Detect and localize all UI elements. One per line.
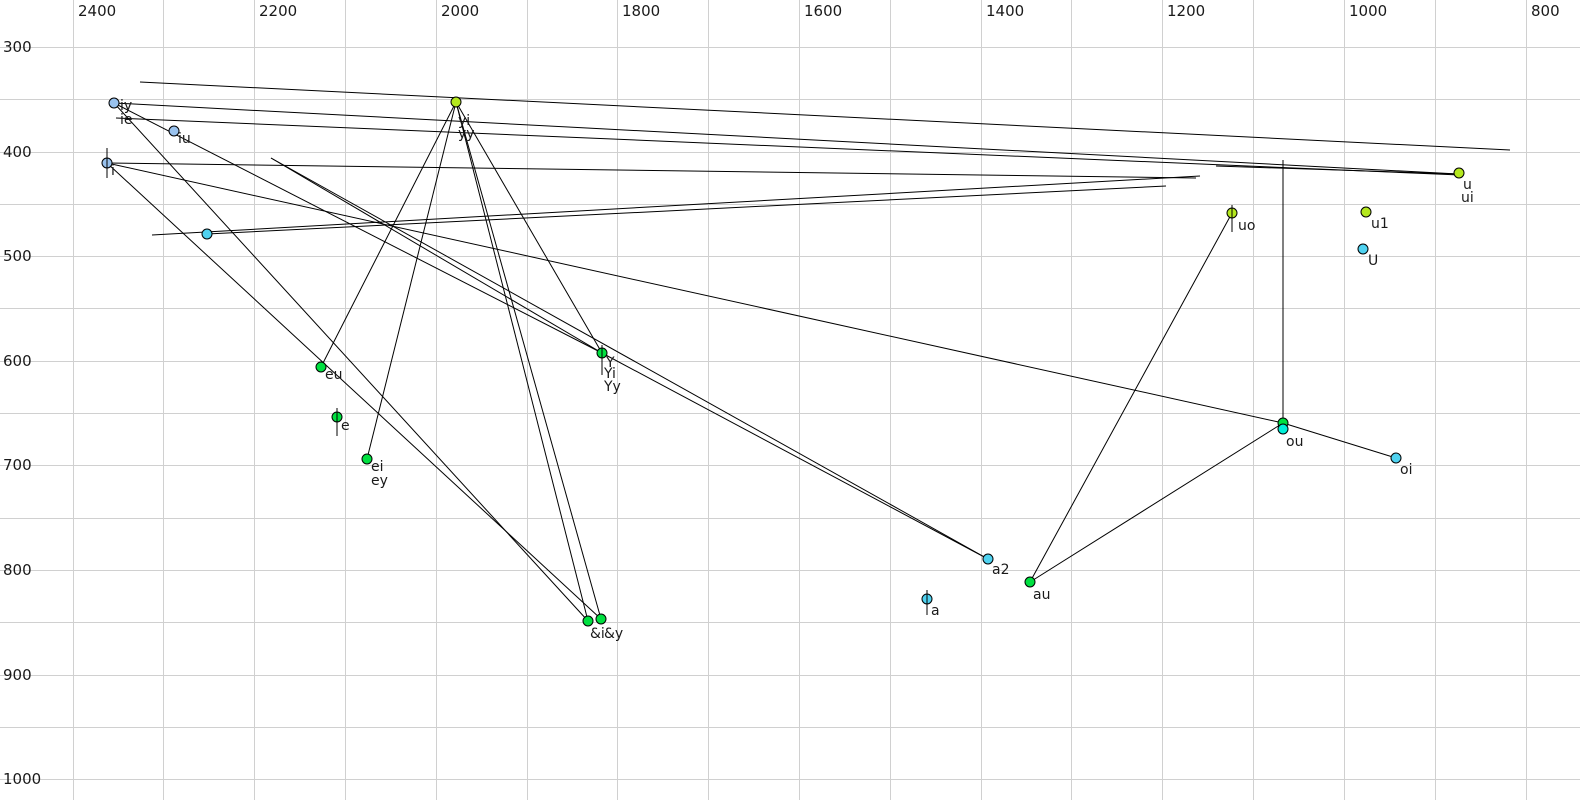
point-label-au: au xyxy=(1033,587,1051,603)
trajectory-layer xyxy=(106,81,1511,622)
point-label-Yy: Yy xyxy=(604,379,621,395)
point-label-a2: a2 xyxy=(992,562,1010,578)
point-label-&i: &i xyxy=(590,626,605,642)
point-label-eu: eu xyxy=(325,367,343,383)
point-label-iy: iy xyxy=(120,98,133,114)
data-point-U[interactable] xyxy=(1357,243,1369,255)
y-tick-label-600: 600 xyxy=(3,352,32,370)
data-point-a2[interactable] xyxy=(982,553,994,565)
trajectory-u-in xyxy=(1215,165,1459,175)
x-tick-label-2000: 2000 xyxy=(441,2,480,20)
point-label-U: U xyxy=(1368,253,1379,269)
x-tick-label-1000: 1000 xyxy=(1349,2,1388,20)
marker-layer xyxy=(101,96,1465,627)
trajectory-iy-long xyxy=(113,102,1459,175)
trajectory-long-diag xyxy=(270,157,989,560)
point-label-u1: u1 xyxy=(1371,216,1389,232)
trajectory-ie-long xyxy=(115,117,1461,176)
point-label-yi: yi xyxy=(458,113,471,129)
data-point-oi[interactable] xyxy=(1390,452,1402,464)
trajectory-a2-in xyxy=(601,352,989,560)
y-tick-label-900: 900 xyxy=(3,666,32,684)
data-point-ei[interactable] xyxy=(361,453,373,465)
x-tick-label-2200: 2200 xyxy=(259,2,298,20)
trajectory-y-down-1 xyxy=(455,101,589,622)
point-label-Y: Y xyxy=(606,355,615,371)
point-label-iu: iu xyxy=(178,131,191,147)
trajectory-i-to-&y xyxy=(106,162,602,620)
trajectory-y-to-Y xyxy=(455,101,603,354)
trajectory-top-long xyxy=(139,81,1511,151)
point-label-i: i xyxy=(111,163,115,179)
x-tick-label-1800: 1800 xyxy=(622,2,661,20)
point-label-&y: &y xyxy=(604,626,624,642)
data-point-iy[interactable] xyxy=(108,97,120,109)
trajectory-y-down-3 xyxy=(366,101,457,460)
trajectory-diag-mid xyxy=(270,157,603,354)
point-label-u: u xyxy=(1463,177,1472,193)
point-label-ou: ou xyxy=(1286,434,1304,450)
point-label-oi: oi xyxy=(1400,462,1413,478)
x-tick-label-1600: 1600 xyxy=(804,2,843,20)
trajectory-ou-to-oi xyxy=(1282,422,1397,459)
trajectory-y2-right xyxy=(206,185,1167,235)
x-tick-label-2400: 2400 xyxy=(78,2,117,20)
point-label-uo: uo xyxy=(1238,218,1256,234)
y-tick-label-1000: 1000 xyxy=(3,770,42,788)
trajectory-uo-to-au xyxy=(1029,212,1233,583)
point-label-ei: ei xyxy=(371,459,384,475)
point-label-yy: yy xyxy=(458,126,475,142)
data-point-u[interactable] xyxy=(1453,167,1465,179)
x-tick-label-800: 800 xyxy=(1531,2,1560,20)
trajectory-i-to-far xyxy=(106,162,1197,179)
x-tick-label-1200: 1200 xyxy=(1167,2,1206,20)
data-point-iu[interactable] xyxy=(168,125,180,137)
y-tick-label-500: 500 xyxy=(3,247,32,265)
point-label-ie: ie xyxy=(120,112,133,128)
trajectory-iy-to-Y xyxy=(113,102,603,354)
trajectory-au-to-ou xyxy=(1029,422,1284,583)
trajectory-eu-up xyxy=(320,101,457,368)
data-point-y-top[interactable] xyxy=(450,96,462,108)
point-label-ey: ey xyxy=(371,473,388,489)
trajectory-mid-line1 xyxy=(151,175,1201,236)
data-point-au[interactable] xyxy=(1024,576,1036,588)
trajectory-y-down-2 xyxy=(455,101,602,620)
trajectory-i-to-ou xyxy=(106,162,1284,424)
data-point-y2[interactable] xyxy=(201,228,213,240)
data-point-eu[interactable] xyxy=(315,361,327,373)
data-point-u1[interactable] xyxy=(1360,206,1372,218)
y-tick-label-300: 300 xyxy=(3,38,32,56)
y-tick-label-700: 700 xyxy=(3,456,32,474)
point-label-Yi: Yi xyxy=(604,366,616,382)
data-point-o[interactable] xyxy=(1277,423,1289,435)
y-tick-label-400: 400 xyxy=(3,143,32,161)
data-point-&i[interactable] xyxy=(582,615,594,627)
y-tick-label-800: 800 xyxy=(3,561,32,579)
data-point-&y[interactable] xyxy=(595,613,607,625)
point-label-ui: ui xyxy=(1461,190,1474,206)
x-tick-label-1400: 1400 xyxy=(986,2,1025,20)
point-label-a: a xyxy=(931,603,940,619)
point-label-e: e xyxy=(341,418,350,434)
